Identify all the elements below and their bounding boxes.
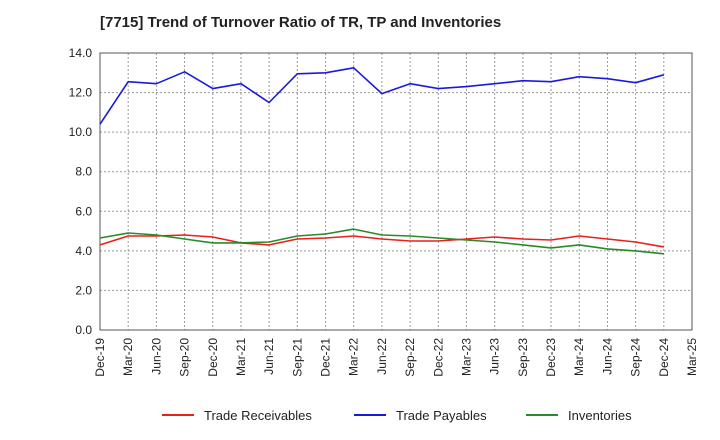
x-tick-label: Mar-20	[121, 338, 135, 376]
x-tick-label: Sep-21	[290, 338, 304, 377]
x-tick-label: Sep-20	[178, 338, 192, 377]
y-tick-label: 0.0	[75, 323, 92, 337]
series-line-trade-receivables	[99, 234, 664, 248]
y-tick-label: 10.0	[69, 125, 93, 139]
chart-title: [7715] Trend of Turnover Ratio of TR, TP…	[100, 14, 502, 31]
x-tick-label: Dec-21	[319, 338, 333, 377]
x-tick-label: Sep-22	[403, 338, 417, 377]
axis-layer: 0.0 2.0 4.0 6.0 8.0 10.0 12.0 14.0 Dec-19 Mar-20 J…	[69, 46, 699, 377]
x-tick-label: Sep-24	[629, 338, 643, 377]
legend: Trade Receivables Trade Payables Inventori…	[162, 408, 632, 423]
legend-label-trade-payables: Trade Payables	[396, 408, 487, 423]
x-tick-label: Dec-22	[431, 338, 445, 377]
x-tick-label: Dec-19	[93, 338, 107, 377]
legend-label-inventories: Inventories	[568, 408, 632, 423]
series-layer	[99, 67, 665, 255]
y-tick-label: 4.0	[75, 244, 92, 258]
plot-frame	[99, 52, 693, 331]
series-line-trade-payables	[99, 67, 665, 125]
grid-layer	[99, 52, 693, 331]
y-tick-label: 6.0	[75, 204, 92, 218]
x-tick-label: Dec-20	[206, 338, 220, 377]
x-tick-label: Mar-22	[347, 338, 361, 376]
x-tick-label: Mar-24	[572, 338, 586, 376]
y-tick-label: 14.0	[69, 46, 93, 60]
y-tick-label: 2.0	[75, 283, 92, 297]
x-tick-label: Jun-23	[488, 338, 502, 375]
x-tick-label: Mar-23	[459, 338, 473, 376]
y-tick-label: 12.0	[69, 86, 93, 100]
x-tick-label: Dec-24	[657, 338, 671, 377]
x-tick-label: Sep-23	[516, 338, 530, 377]
legend-label-trade-receivables: Trade Receivables	[204, 408, 312, 423]
x-tick-label: Mar-25	[685, 338, 699, 376]
x-tick-label: Jun-20	[149, 338, 163, 375]
x-tick-label: Jun-24	[600, 338, 614, 375]
x-tick-label: Mar-21	[234, 338, 248, 376]
x-tick-label: Dec-23	[544, 338, 558, 377]
y-tick-label: 8.0	[75, 165, 92, 179]
x-tick-label: Jun-22	[375, 338, 389, 375]
series-line-inventories	[99, 228, 664, 255]
x-tick-label: Jun-21	[262, 338, 276, 375]
